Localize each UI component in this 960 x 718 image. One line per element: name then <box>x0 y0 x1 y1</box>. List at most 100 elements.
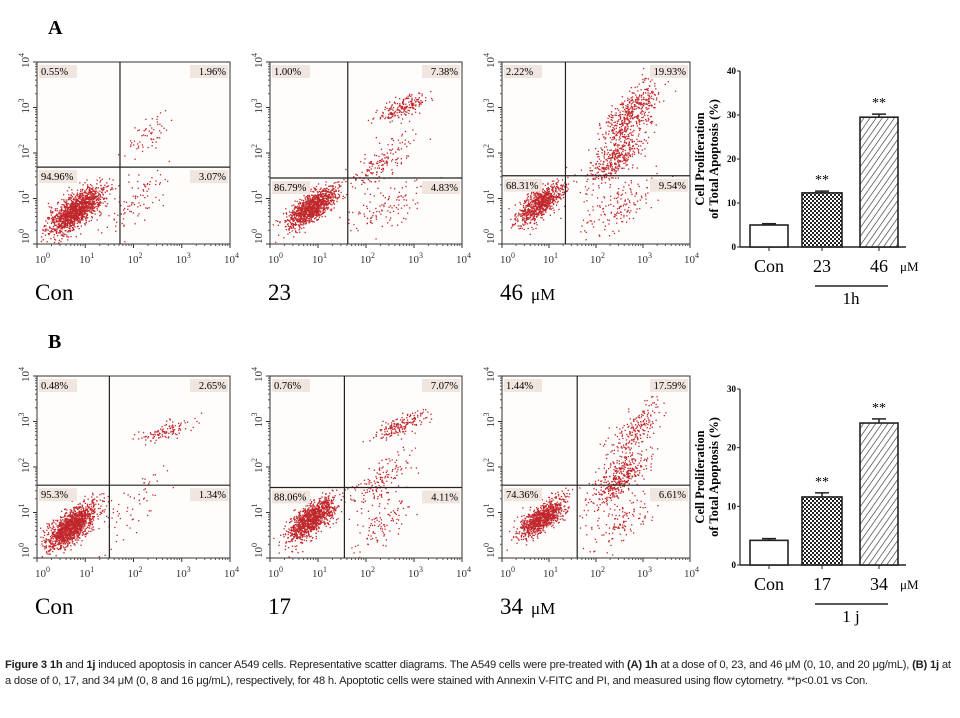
scatter-point <box>526 197 529 199</box>
scatter-point <box>307 213 309 215</box>
tick-exponent: 2 <box>250 144 259 148</box>
scatter-point <box>66 223 68 225</box>
scatter-point <box>627 156 629 158</box>
scatter-point <box>72 217 74 219</box>
scatter-point <box>136 148 138 150</box>
scatter-point <box>338 184 340 186</box>
scatter-point <box>652 98 655 100</box>
scatter-point <box>531 207 533 209</box>
scatter-point <box>601 168 603 170</box>
scatter-point <box>397 115 399 117</box>
scatter-point <box>330 194 332 196</box>
quadrant-label-bg <box>39 170 77 184</box>
scatter-point <box>328 190 330 192</box>
scatter-point <box>155 141 157 143</box>
scatter-point <box>75 197 77 199</box>
scatter-point <box>88 205 90 207</box>
tick-exponent: 3 <box>419 251 423 260</box>
scatter-point <box>382 160 384 162</box>
scatter-point <box>390 113 392 115</box>
scatter-point <box>384 202 386 204</box>
scatter-point <box>615 139 617 141</box>
scatter-point <box>292 220 294 222</box>
scatter-point <box>387 210 389 212</box>
scatter-point <box>640 96 643 98</box>
scatter-point <box>629 154 631 156</box>
scatter-point <box>398 204 400 206</box>
scatter-point <box>615 112 617 114</box>
scatter-point <box>87 210 90 212</box>
scatter-point <box>537 204 539 206</box>
scatter-point <box>314 207 317 210</box>
scatter-point <box>304 214 306 216</box>
scatter-point <box>397 224 399 226</box>
scatter-point <box>404 143 406 145</box>
scatter-point <box>317 218 319 221</box>
scatter-point <box>79 197 81 199</box>
scatter-point <box>627 99 629 102</box>
scatter-point <box>621 128 623 130</box>
scatter-point <box>526 211 529 213</box>
scatter-point <box>162 194 164 196</box>
scatter-point <box>305 208 308 211</box>
scatter-point <box>298 219 300 221</box>
scatter-point <box>89 211 91 213</box>
scatter-point <box>532 203 534 205</box>
scatter-point <box>61 209 63 211</box>
scatter-point <box>81 204 83 206</box>
scatter-point <box>622 150 624 153</box>
scatter-point <box>307 209 309 211</box>
scatter-point <box>613 170 615 172</box>
scatter-point <box>308 204 310 206</box>
scatter-point <box>566 190 569 192</box>
scatter-point <box>533 205 535 207</box>
scatter-point <box>55 232 58 234</box>
scatter-point <box>392 153 394 155</box>
tick-exponent: 4 <box>467 251 471 260</box>
scatter-point <box>76 211 79 213</box>
scatter-point <box>548 190 551 192</box>
scatter-point <box>638 83 640 85</box>
scatter-point <box>68 216 70 218</box>
scatter-point <box>623 134 626 136</box>
scatter-point <box>402 99 405 102</box>
scatter-point <box>277 220 279 222</box>
scatter-point <box>44 230 46 232</box>
scatter-point <box>86 194 88 197</box>
scatter-point <box>367 169 369 171</box>
scatter-point <box>557 180 560 182</box>
scatter-point <box>66 224 68 227</box>
scatter-point <box>603 155 605 157</box>
scatter-point <box>303 222 305 224</box>
scatter-point <box>54 209 57 212</box>
scatter-point <box>329 191 331 194</box>
scatter-point <box>552 199 554 201</box>
scatter-point <box>654 85 656 87</box>
scatter-point <box>298 215 300 217</box>
scatter-point <box>51 207 53 209</box>
scatter-point <box>70 218 72 221</box>
scatter-point <box>91 188 93 190</box>
scatter-point <box>124 241 126 243</box>
y-tick-label: 103 <box>17 99 32 114</box>
scatter-point <box>57 225 59 228</box>
scatter-point <box>278 234 280 236</box>
scatter-point <box>557 196 559 198</box>
scatter-point <box>63 215 65 218</box>
tick-base: 10 <box>20 233 32 245</box>
scatter-point <box>91 207 93 209</box>
scatter-point <box>523 224 525 226</box>
scatter-point <box>71 192 73 194</box>
scatter-point <box>538 198 540 200</box>
scatter-point <box>88 189 91 191</box>
scatter-point <box>103 188 105 190</box>
scatter-point <box>537 206 539 208</box>
scatter-point <box>555 189 557 191</box>
scatter-point <box>616 167 618 169</box>
scatter-point <box>549 214 551 216</box>
scatter-point <box>540 214 543 216</box>
scatter-point <box>637 115 640 117</box>
scatter-point <box>85 201 87 204</box>
scatter-point <box>77 200 80 202</box>
scatter-point <box>523 228 525 231</box>
